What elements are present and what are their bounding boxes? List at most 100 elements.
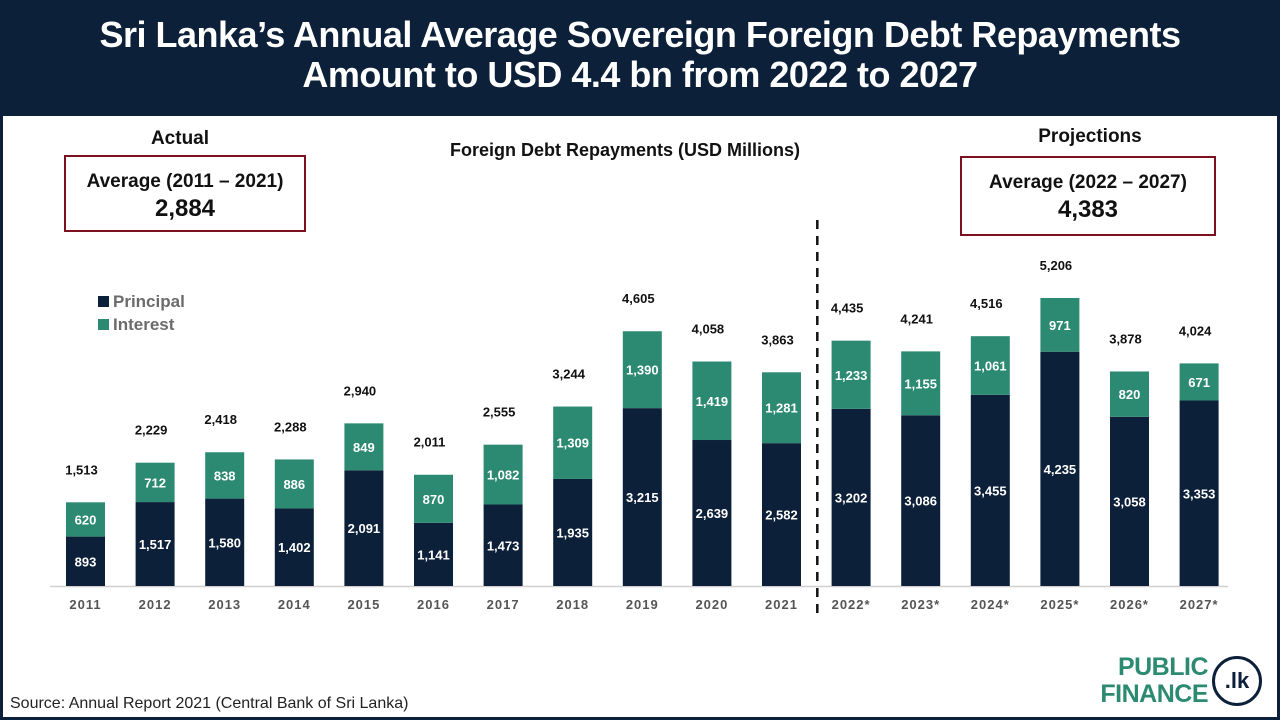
data-label-principal-2027p: 3,353 <box>1183 486 1216 501</box>
bar-interest-2023p <box>901 351 941 416</box>
data-label-interest-2021: 1,281 <box>765 401 798 416</box>
title-line-1: Sri Lanka’s Annual Average Sovereign For… <box>99 14 1181 55</box>
data-label-principal-2012: 1,517 <box>139 537 172 552</box>
actual-average-value: 2,884 <box>154 195 216 222</box>
data-label-principal-2011: 893 <box>75 554 97 569</box>
bar-interest-2020 <box>692 361 732 441</box>
bar-principal-2021 <box>762 443 801 586</box>
data-label-principal-2025p: 4,235 <box>1044 462 1077 477</box>
bar-principal-2016 <box>414 522 453 586</box>
data-label-interest-2022p: 1,233 <box>835 368 868 383</box>
data-label-interest-2023p: 1,155 <box>904 376 937 391</box>
data-label-principal-2014: 1,402 <box>278 540 311 555</box>
x-tick-label-2018: 2018 <box>556 597 589 612</box>
bar-principal-2027p <box>1179 400 1219 586</box>
x-tick-label-2020: 2020 <box>695 597 728 612</box>
data-label-interest-2027p: 671 <box>1188 375 1210 390</box>
data-label-interest-2013: 838 <box>214 468 236 483</box>
bar-principal-2026p <box>1110 416 1149 586</box>
bar-interest-2012 <box>135 462 175 503</box>
total-label-2017: 2,555 <box>483 405 516 420</box>
data-label-interest-2019: 1,390 <box>626 363 659 378</box>
x-tick-label-2023p: 2023* <box>901 597 940 612</box>
bar-interest-2011 <box>66 502 105 537</box>
data-label-principal-2024p: 3,455 <box>974 483 1007 498</box>
total-label-2013: 2,418 <box>204 412 237 427</box>
x-tick-label-2014: 2014 <box>278 597 311 612</box>
bar-principal-2024p <box>970 394 1010 586</box>
logo-line-1: PUBLIC <box>1117 653 1209 681</box>
data-label-principal-2019: 3,215 <box>626 490 659 505</box>
data-label-interest-2011: 620 <box>75 512 97 527</box>
data-label-interest-2015: 849 <box>353 440 375 455</box>
source-note: Source: Annual Report 2021 (Central Bank… <box>10 695 409 712</box>
data-label-interest-2016: 870 <box>423 492 445 507</box>
total-label-2023p: 4,241 <box>900 311 933 326</box>
data-label-principal-2023p: 3,086 <box>904 494 937 509</box>
x-tick-label-2025p: 2025* <box>1040 597 1079 612</box>
bar-interest-2025p <box>1040 298 1080 352</box>
x-tick-label-2026p: 2026* <box>1110 597 1149 612</box>
bar-principal-2025p <box>1040 351 1080 586</box>
bar-interest-2027p <box>1179 363 1219 401</box>
total-label-2024p: 4,516 <box>970 296 1003 311</box>
bar-principal-2017 <box>483 504 523 586</box>
logo-badge-icon: .lk <box>1212 656 1262 706</box>
logo-text: PUBLIC FINANCE <box>1096 654 1208 708</box>
x-tick-label-2011: 2011 <box>69 597 101 612</box>
x-tick-label-2016: 2016 <box>417 597 450 612</box>
data-label-principal-2018: 1,935 <box>556 525 589 540</box>
legend-item-principal: Principal <box>98 290 185 313</box>
projections-label: Projections <box>1038 126 1142 147</box>
legend-label-principal: Principal <box>113 291 185 311</box>
chart-title: Foreign Debt Repayments (USD Millions) <box>449 140 801 160</box>
bar-interest-2014 <box>274 459 314 509</box>
data-label-interest-2025p: 971 <box>1049 318 1071 333</box>
total-label-2020: 4,058 <box>692 322 725 337</box>
data-label-principal-2015: 2,091 <box>348 521 381 536</box>
x-tick-label-2027p: 2027* <box>1180 597 1219 612</box>
total-label-2015: 2,940 <box>344 383 377 398</box>
bar-principal-2015 <box>344 470 384 586</box>
data-label-principal-2013: 1,580 <box>208 535 241 550</box>
data-label-principal-2026p: 3,058 <box>1113 494 1146 509</box>
bar-principal-2011 <box>66 536 105 586</box>
legend-item-interest: Interest <box>98 313 185 336</box>
x-tick-label-2019: 2019 <box>626 597 659 612</box>
bar-interest-2018 <box>553 406 593 479</box>
data-label-interest-2017: 1,082 <box>487 468 520 483</box>
bar-principal-2013 <box>205 498 245 586</box>
total-label-2016: 2,011 <box>414 435 446 450</box>
data-label-principal-2016: 1,141 <box>417 547 450 562</box>
data-label-interest-2026p: 820 <box>1119 387 1141 402</box>
total-label-2018: 3,244 <box>552 367 585 382</box>
data-label-interest-2012: 712 <box>144 475 166 490</box>
total-label-2014: 2,288 <box>274 419 307 434</box>
bar-interest-2017 <box>483 444 523 505</box>
bar-interest-2026p <box>1110 371 1149 417</box>
x-tick-label-2021: 2021 <box>765 597 798 612</box>
legend-label-interest: Interest <box>113 314 175 334</box>
bar-interest-2015 <box>344 423 384 471</box>
data-label-principal-2022p: 3,202 <box>835 490 868 505</box>
x-tick-label-2017: 2017 <box>487 597 520 612</box>
total-label-2027p: 4,024 <box>1179 323 1212 338</box>
bar-interest-2019 <box>622 331 662 409</box>
actual-average-label: Average (2011 – 2021) <box>86 171 284 192</box>
total-label-2022p: 4,435 <box>831 301 864 316</box>
total-label-2021: 3,863 <box>761 332 794 347</box>
bar-interest-2016 <box>414 474 453 523</box>
projections-average-box: Average (2022 – 2027) 4,383 <box>960 156 1216 236</box>
total-label-2019: 4,605 <box>622 291 655 306</box>
x-tick-label-2013: 2013 <box>208 597 241 612</box>
data-label-principal-2020: 2,639 <box>696 506 729 521</box>
logo-line-2: FINANCE <box>1100 680 1208 708</box>
bar-principal-2022p <box>831 408 871 586</box>
total-label-2026p: 3,878 <box>1109 331 1142 346</box>
chart-legend: Principal Interest <box>98 290 185 336</box>
bar-principal-2020 <box>692 440 732 586</box>
bar-interest-2024p <box>970 336 1010 395</box>
data-label-interest-2020: 1,419 <box>696 394 729 409</box>
bar-interest-2022p <box>831 340 871 409</box>
